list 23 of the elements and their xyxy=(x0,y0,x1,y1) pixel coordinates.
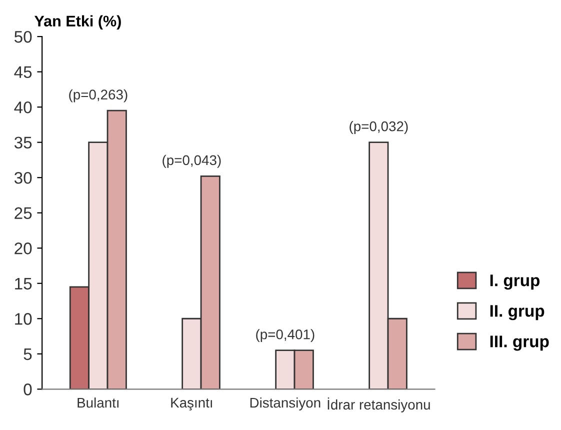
y-tick-label: 15 xyxy=(15,278,32,290)
annotation: (p=0,263) xyxy=(69,89,128,102)
x-tick-label: Kaşıntı xyxy=(171,398,212,410)
y-tick-label: 35 xyxy=(14,136,32,149)
legend-label: II. grup xyxy=(490,305,544,320)
legend-label: III. grup xyxy=(490,336,549,351)
y-tick-label: 5 xyxy=(24,348,32,360)
y-tick-label: 10 xyxy=(15,313,32,325)
y-tick-label: 50 xyxy=(14,30,32,43)
y-tick-label: 30 xyxy=(14,172,32,184)
x-tick-label: İdrar retansiyonu xyxy=(328,397,430,412)
annotation: (p=0,043) xyxy=(162,154,221,168)
y-axis-title: Yan Etki (%) xyxy=(34,15,121,30)
legend-label: I. grup xyxy=(490,274,540,290)
annotation: (p=0,032) xyxy=(350,121,408,134)
x-tick-label: Bulantı xyxy=(78,397,118,408)
y-tick-label: 40 xyxy=(14,101,32,114)
y-tick-label: 0 xyxy=(24,384,32,396)
y-tick-label: 25 xyxy=(14,207,32,220)
annotation: (p=0,401) xyxy=(256,329,314,342)
y-tick-label: 20 xyxy=(14,242,32,254)
x-tick-label: Distansiyon xyxy=(250,397,320,410)
y-tick-label: 45 xyxy=(14,66,32,78)
